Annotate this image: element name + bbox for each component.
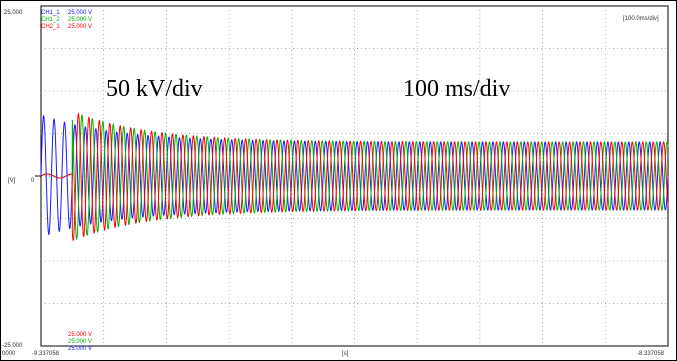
x-end-label: -8.337058 xyxy=(637,351,665,357)
legend-bottom-green-scale: 25.000 V xyxy=(68,339,93,345)
x-axis-label: [s] xyxy=(342,351,349,357)
y-top-label: 25.000 xyxy=(4,10,23,16)
legend-ch2-1-scale: 25.000 V xyxy=(68,24,93,30)
annotation-time-scale: 100 ms/div xyxy=(403,76,511,102)
timebase-label: [100.0ms/div] xyxy=(623,16,659,22)
legend-ch1-2-name: CH1_2 xyxy=(41,17,60,23)
y-bottom-label: -25.000 xyxy=(2,343,23,349)
y-zero-label: 0 xyxy=(31,178,35,184)
y-axis-label: [V] xyxy=(8,178,16,184)
legend-bottom-blue-scale: 25.000 V xyxy=(68,346,93,352)
x-left-edge-label: 0000 xyxy=(2,351,16,357)
legend-ch1-1-name: CH1_1 xyxy=(41,10,60,16)
series-line-ch2-1 xyxy=(40,112,669,242)
annotation-voltage-scale: 50 kV/div xyxy=(106,76,203,102)
series-line-ch1-2 xyxy=(40,114,669,240)
legend-ch2-1-name: CH2_1 xyxy=(41,24,60,30)
x-start-label: -9.337058 xyxy=(32,351,60,357)
legend-ch1-2-scale: 25.000 V xyxy=(68,17,93,23)
series-line-ch1-1 xyxy=(40,115,669,236)
legend-bottom-red-scale: 25.000 V xyxy=(68,332,93,338)
legend-ch1-1-scale: 25.000 V xyxy=(68,10,93,16)
